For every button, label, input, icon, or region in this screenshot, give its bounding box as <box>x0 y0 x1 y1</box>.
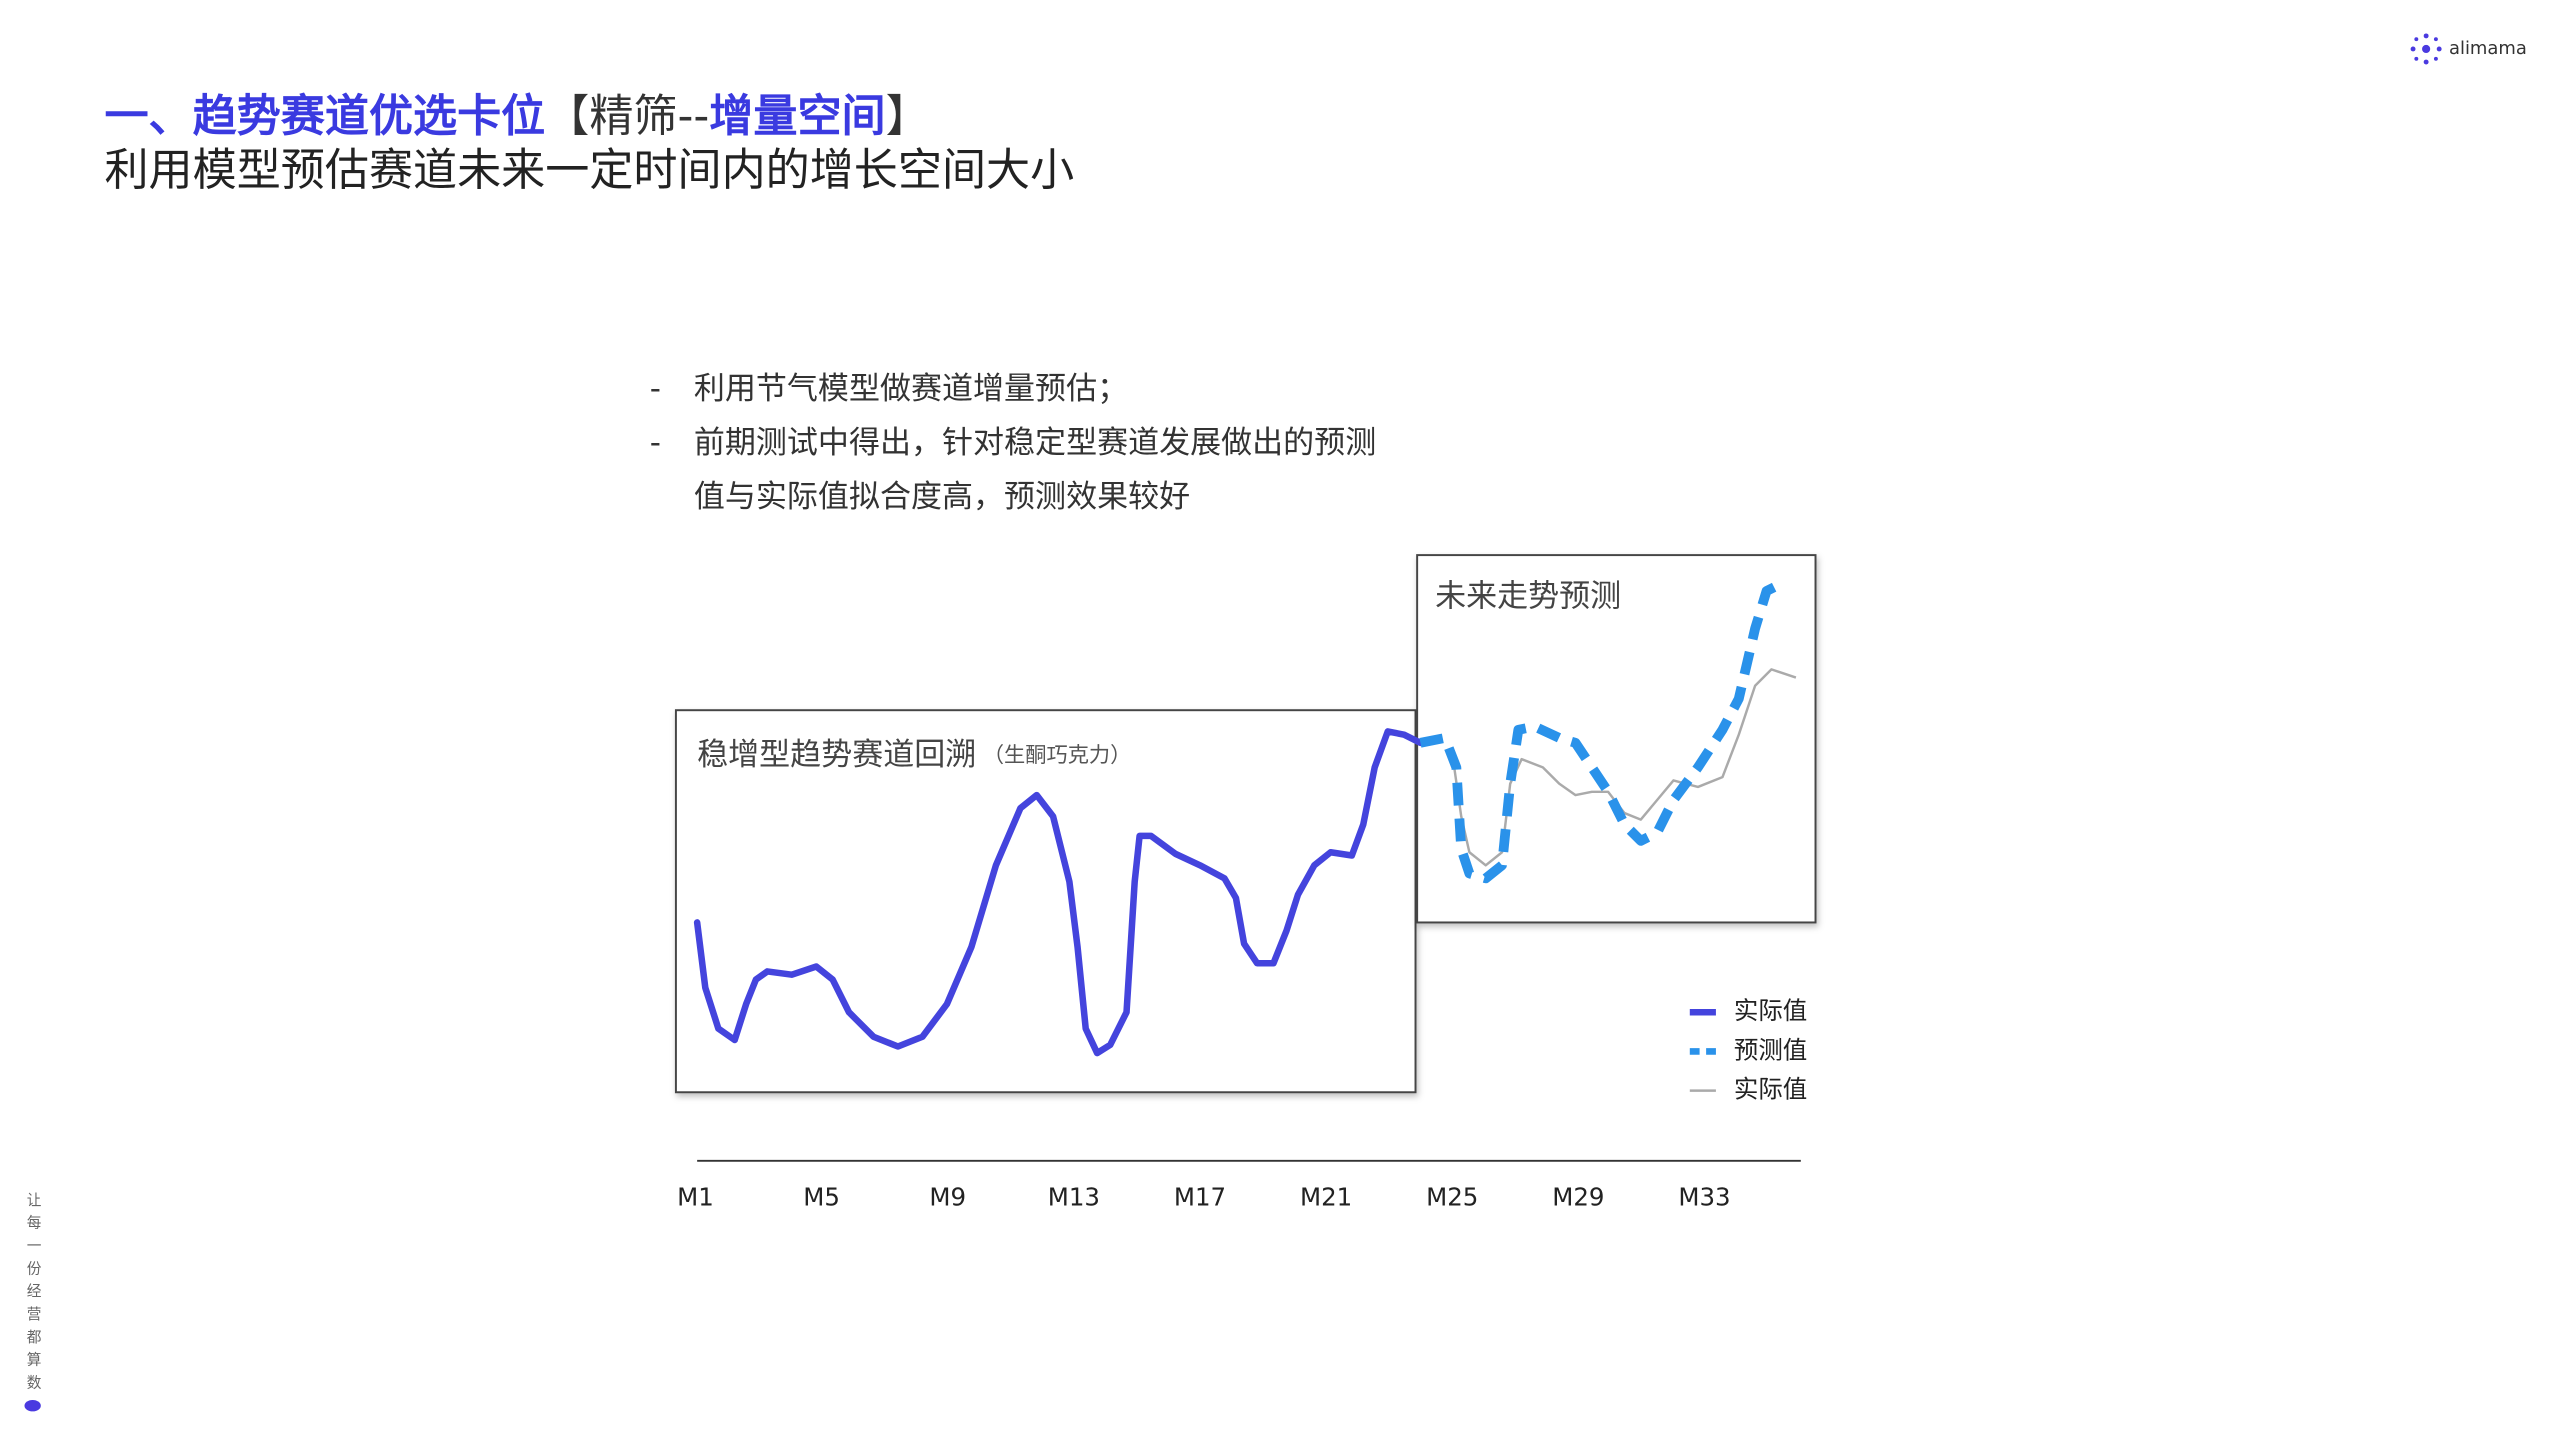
future-panel <box>1416 554 1817 924</box>
bullet-marker: - <box>650 425 661 461</box>
x-label: M1 <box>677 1182 714 1211</box>
slogan: 让每一份经营都算数 <box>25 1192 42 1398</box>
bullet-continuation: 值与实际值拟合度高，预测效果较好 <box>694 479 1190 515</box>
panel-title: 稳增型趋势赛道回溯 （生酮巧克力） <box>697 737 1131 773</box>
x-labels: M1 M5 M9 M13 M17 M21 M25 M29 M33 <box>677 1182 1730 1211</box>
x-label: M29 <box>1552 1182 1604 1211</box>
bullet: 前期测试中得出，针对稳定型赛道发展做出的预测 <box>694 425 1376 461</box>
actual-curve <box>693 728 1424 1057</box>
forecast-curve <box>1419 580 1782 884</box>
title-bracket: 】 <box>886 91 930 142</box>
logo-text: alimama <box>2449 38 2527 59</box>
legend-label: 预测值 <box>1734 1035 1807 1064</box>
bullet-marker: - <box>650 371 661 407</box>
x-label: M13 <box>1048 1182 1100 1211</box>
x-label: M17 <box>1174 1182 1226 1211</box>
legend-label: 实际值 <box>1734 996 1807 1025</box>
title-part: 增量空间 <box>709 91 885 142</box>
x-label: M25 <box>1426 1182 1478 1211</box>
slogan-dot <box>24 1400 41 1412</box>
bullet: 利用节气模型做赛道增量预估； <box>694 371 1128 407</box>
legend-label: 实际值 <box>1734 1075 1807 1104</box>
x-label: M9 <box>929 1182 966 1211</box>
panel-title: 未来走势预测 <box>1435 579 1621 615</box>
title-part: 精筛-- <box>589 91 709 142</box>
panel-title-text: 稳增型趋势赛道回溯 <box>697 737 976 773</box>
x-label: M5 <box>803 1182 840 1211</box>
logo-icon <box>2410 33 2442 65</box>
history-panel <box>674 709 1417 1094</box>
actual-gray-curve <box>1451 668 1797 867</box>
panel-note: （生酮巧克力） <box>983 743 1132 768</box>
title-part: 一、趋势赛道优选卡位 <box>104 91 545 142</box>
title-bracket: 【 <box>545 91 589 142</box>
title: 一、趋势赛道优选卡位【精筛--增量空间】 <box>104 91 929 142</box>
x-label: M33 <box>1678 1182 1730 1211</box>
subtitle: 利用模型预估赛道未来一定时间内的增长空间大小 <box>104 145 1074 196</box>
x-label: M21 <box>1300 1182 1352 1211</box>
